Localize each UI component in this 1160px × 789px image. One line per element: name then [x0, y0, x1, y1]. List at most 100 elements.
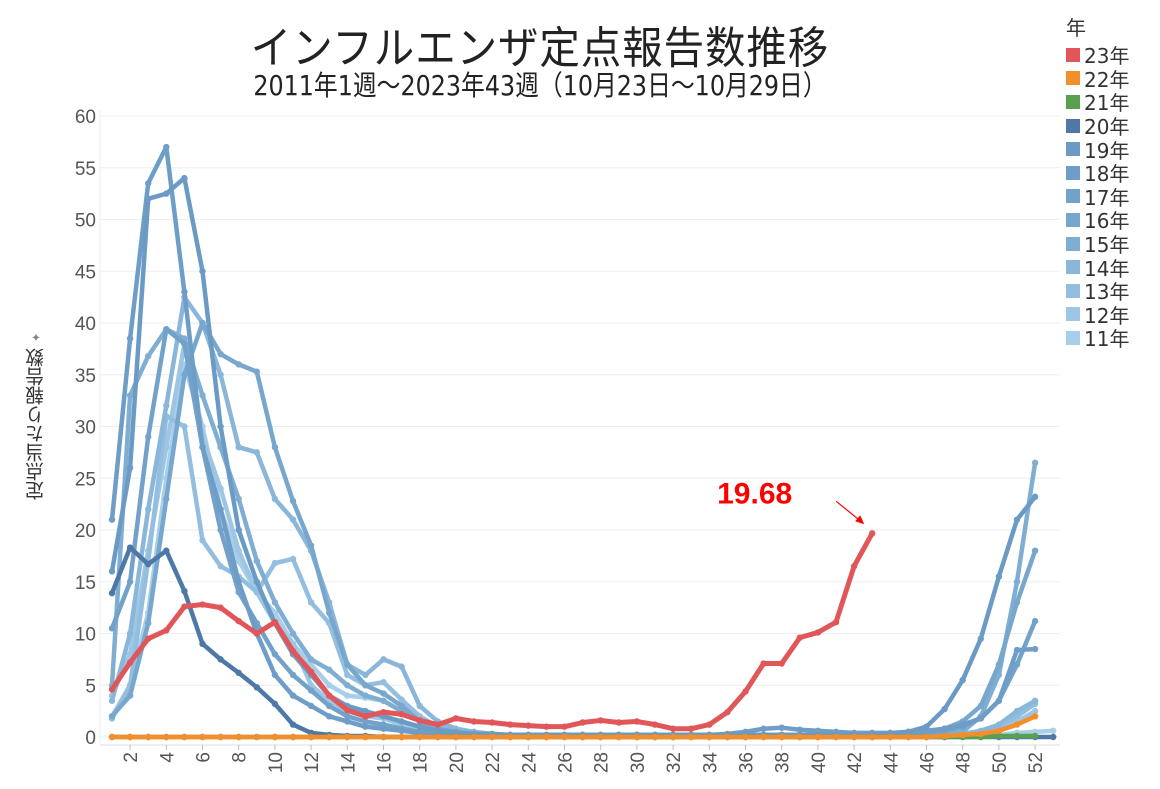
legend-item[interactable]: 14年 — [1066, 255, 1130, 281]
data-point — [362, 707, 369, 715]
y-tick-label: 40 — [75, 314, 96, 335]
data-point — [326, 609, 333, 616]
data-point — [1031, 732, 1039, 740]
legend-swatch — [1066, 307, 1080, 322]
data-point — [326, 702, 333, 710]
data-point — [651, 733, 659, 741]
data-point — [217, 526, 224, 534]
data-point — [398, 718, 405, 725]
data-point — [271, 700, 279, 708]
y-tick-label: 10 — [75, 625, 96, 646]
data-point — [181, 423, 188, 430]
x-tick-label: 14 — [338, 752, 359, 774]
data-point — [1013, 516, 1021, 523]
legend-item[interactable]: 19年 — [1066, 137, 1129, 163]
data-point — [126, 651, 134, 658]
series-19年 — [108, 174, 1039, 739]
y-axis-label[interactable]: 定点当たり報告数 ✦ — [22, 300, 49, 530]
legend-item[interactable]: 21年 — [1066, 90, 1129, 115]
data-point — [760, 733, 767, 741]
sort-icon[interactable]: ✦ — [29, 330, 43, 344]
data-point — [995, 573, 1003, 580]
data-point — [923, 723, 930, 730]
series-15年 — [108, 326, 1039, 739]
legend-swatch — [1066, 118, 1080, 133]
data-point — [126, 733, 134, 741]
x-tick-label: 40 — [809, 752, 830, 773]
data-point — [561, 723, 568, 730]
data-point — [362, 671, 369, 679]
data-point — [905, 733, 912, 741]
data-point — [380, 690, 387, 697]
data-point — [163, 402, 170, 409]
data-point — [289, 733, 297, 741]
data-point — [271, 671, 279, 679]
legend-item[interactable]: 12年 — [1066, 303, 1129, 328]
legend-item[interactable]: 15年 — [1066, 232, 1129, 257]
data-point — [289, 497, 297, 505]
legend-item[interactable]: 20年 — [1066, 114, 1129, 139]
data-point — [199, 444, 206, 451]
x-tick-label: 52 — [1026, 752, 1047, 773]
legend-item[interactable]: 13年 — [1066, 279, 1129, 304]
annotation-label: 19.68 — [717, 477, 792, 510]
data-point — [416, 702, 423, 710]
x-tick-label: 28 — [592, 752, 613, 773]
data-point — [434, 733, 441, 741]
data-point — [217, 350, 224, 358]
data-point — [832, 733, 840, 741]
x-tick-label: 12 — [302, 752, 323, 773]
data-point — [253, 557, 260, 565]
data-point — [1031, 547, 1039, 554]
legend-label: 23年 — [1084, 44, 1130, 69]
data-point — [108, 733, 116, 741]
data-point — [217, 563, 224, 570]
data-point — [362, 682, 369, 689]
legend-label: 22年 — [1084, 67, 1130, 92]
data-point — [416, 723, 423, 730]
legend-label: 16年 — [1084, 209, 1130, 234]
legend-item[interactable]: 16年 — [1066, 208, 1130, 234]
data-point — [217, 656, 224, 663]
data-point — [307, 599, 315, 606]
data-point — [126, 392, 134, 399]
legend-label: 17年 — [1084, 185, 1130, 210]
series-23年 — [108, 530, 876, 732]
data-point — [651, 721, 659, 728]
data-point — [108, 568, 116, 575]
x-tick-label: 10 — [266, 752, 287, 773]
data-point — [543, 723, 550, 730]
x-tick-label: 46 — [918, 752, 939, 773]
data-point — [108, 697, 116, 704]
data-point — [344, 661, 351, 668]
legend-item[interactable]: 17年 — [1066, 185, 1130, 210]
legend-swatch — [1066, 94, 1080, 109]
data-point — [1031, 697, 1039, 704]
legend-item[interactable]: 23年 — [1066, 43, 1130, 69]
y-tick-label: 20 — [75, 521, 96, 542]
data-point — [217, 485, 224, 492]
x-tick-label: 30 — [628, 752, 649, 773]
legend-item[interactable]: 18年 — [1066, 161, 1129, 186]
data-point — [398, 727, 405, 734]
data-point — [561, 733, 568, 741]
data-point — [1031, 707, 1039, 715]
legend-item[interactable]: 11年 — [1066, 326, 1129, 351]
data-point — [724, 733, 731, 741]
data-point — [362, 692, 369, 699]
x-tick-label: 48 — [954, 752, 975, 773]
y-tick-label: 50 — [75, 211, 96, 232]
data-point — [344, 706, 351, 714]
x-tick-label: 16 — [375, 752, 396, 773]
data-point — [380, 656, 387, 663]
legend-item[interactable]: 22年 — [1066, 67, 1130, 92]
data-point — [235, 547, 242, 554]
legend-label: 14年 — [1084, 256, 1130, 281]
data-point — [1013, 661, 1021, 668]
data-point — [434, 721, 441, 728]
data-point — [199, 733, 206, 741]
data-point — [760, 725, 767, 732]
series-line — [109, 320, 1038, 738]
data-point — [235, 361, 242, 368]
data-point — [597, 717, 604, 724]
